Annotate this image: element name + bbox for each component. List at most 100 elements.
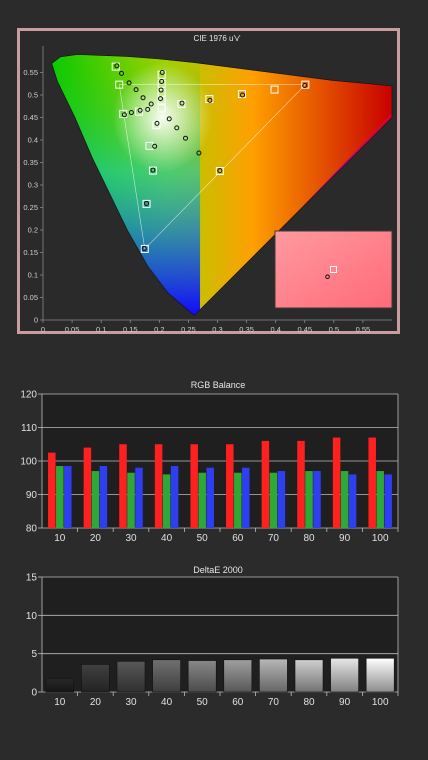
deltae-bar [116, 661, 146, 693]
x-tick-label: 70 [268, 533, 280, 544]
bar-red [48, 452, 56, 528]
cie-x-tick-label: 0.1 [96, 325, 106, 334]
deltae-bar [81, 664, 110, 693]
x-tick-label: 10 [54, 697, 66, 708]
cie-x-tick-label: 0 [41, 325, 45, 334]
cie-measured-point [217, 168, 223, 174]
bar-green [91, 471, 100, 528]
cie-measured-point [154, 120, 160, 126]
x-tick-label: 40 [161, 697, 173, 708]
x-tick-label: 30 [125, 697, 137, 708]
y-tick-label: 80 [26, 524, 38, 535]
deltae-chart: DeltaE 2000 0 5 10 15 10 20 30 40 50 60 70 80 90 100 [26, 565, 399, 708]
cie-x-tick-label: 0.3 [212, 325, 222, 334]
cie-y-tick-label: 0.05 [23, 293, 38, 302]
bar-green [127, 472, 135, 528]
cie-chart-panel: CIE 1976 u'v' 0 0.05 0.1 0.15 0.2 0.25 0.3 0.35… [17, 28, 400, 334]
deltae-bar [152, 659, 181, 693]
cie-x-tick-label: 0.15 [123, 325, 138, 334]
bar-green [162, 474, 171, 528]
x-tick-label: 50 [197, 697, 209, 708]
cie-inset-target [330, 266, 337, 273]
cie-points [111, 62, 310, 253]
cie-measured-point [207, 97, 213, 103]
bar-blue [135, 467, 143, 528]
deltae-panel: DeltaE 2000 0 5 10 15 10 20 30 40 50 60 70 80 90 100 [0, 562, 428, 712]
bar-red [226, 444, 234, 528]
deltae-bar [187, 660, 217, 693]
y-tick-label: 5 [31, 649, 37, 660]
cie-white-point-glow [112, 62, 213, 173]
y-tick-label: 100 [20, 457, 37, 468]
cie-x-tick-label: 0.35 [239, 325, 254, 334]
x-tick-label: 30 [125, 533, 137, 544]
bar-green [269, 472, 278, 528]
cie-measured-point [121, 112, 127, 118]
cie-measured-point [174, 125, 180, 131]
cie-title: CIE 1976 u'v' [193, 34, 241, 43]
cie-measured-point [166, 116, 172, 122]
cie-target-marker [237, 90, 246, 99]
cie-y-tick-label: 0.5 [28, 91, 38, 100]
bar-blue [64, 466, 72, 528]
x-tick-label: 50 [197, 533, 209, 544]
bar-red [83, 447, 92, 528]
cie-x-tick-label: 0.45 [297, 325, 312, 334]
bar-blue [384, 474, 392, 528]
x-tick-label: 90 [339, 697, 351, 708]
cie-y-tick-label: 0.35 [23, 158, 38, 167]
cie-y-tick-label: 0.1 [28, 271, 38, 280]
cie-target-marker [115, 80, 124, 89]
bar-red [368, 437, 376, 528]
cie-target-gamut [118, 84, 307, 250]
bar-red [261, 440, 270, 528]
deltae-plot-area: 0 5 10 15 10 20 30 40 50 60 70 80 90 100 [26, 573, 399, 708]
cie-y-tick-label: 0 [34, 316, 38, 325]
y-tick-label: 15 [26, 573, 38, 584]
bar-blue [242, 467, 250, 528]
rgb-title: RGB Balance [191, 380, 246, 390]
cie-axes: 0 0.05 0.1 0.15 0.2 0.25 0.3 0.35 0.4 0.45 0.5 0.55… [23, 46, 392, 334]
cie-measured-point [150, 167, 156, 173]
cie-measured-point [137, 107, 143, 113]
x-tick-label: 20 [90, 533, 102, 544]
cie-measured-point [159, 79, 165, 84]
cie-measured-point [126, 80, 132, 86]
bar-blue [170, 466, 179, 528]
x-tick-label: 60 [232, 697, 244, 708]
bar-red [119, 444, 127, 528]
cie-measured-point [114, 63, 120, 69]
cie-measured-point [128, 110, 134, 116]
x-tick-label: 10 [54, 533, 66, 544]
deltae-bar [259, 658, 288, 693]
cie-measured-point [152, 143, 158, 149]
cie-measured-point [196, 150, 202, 156]
cie-measured-point [158, 87, 164, 93]
x-tick-label: 80 [303, 697, 315, 708]
x-tick-label: 80 [303, 533, 315, 544]
cie-measured-point [141, 245, 147, 251]
rgb-balance-panel: RGB Balance 80 90 100 110 120 10 20 30 40 50 60 70 8… [0, 376, 428, 544]
cie-y-tick-label: 0.3 [28, 181, 38, 190]
cie-measured-point [145, 106, 151, 112]
cie-measured-point [119, 70, 125, 76]
deltae-bar [365, 657, 395, 693]
cie-measured-point [140, 95, 146, 101]
bar-green [340, 471, 349, 528]
rgb-plot-area: 80 90 100 110 120 10 20 30 40 50 60 70 80 90 100 [20, 390, 399, 544]
bar-red [154, 444, 163, 528]
bar-blue [206, 467, 214, 528]
cie-target-marker [157, 104, 166, 113]
x-tick-label: 90 [339, 533, 351, 544]
cie-measured-point [148, 101, 154, 107]
cie-target-marker [148, 166, 157, 175]
bar-green [234, 472, 242, 528]
cie-measured-point [159, 70, 165, 75]
cie-target-marker [111, 62, 120, 71]
cie-y-tick-label: 0.55 [23, 68, 38, 77]
y-tick-label: 10 [26, 611, 38, 622]
bar-blue [313, 471, 321, 528]
deltae-title: DeltaE 2000 [193, 565, 243, 575]
x-tick-label: 40 [161, 533, 173, 544]
deltae-bar [223, 659, 253, 693]
